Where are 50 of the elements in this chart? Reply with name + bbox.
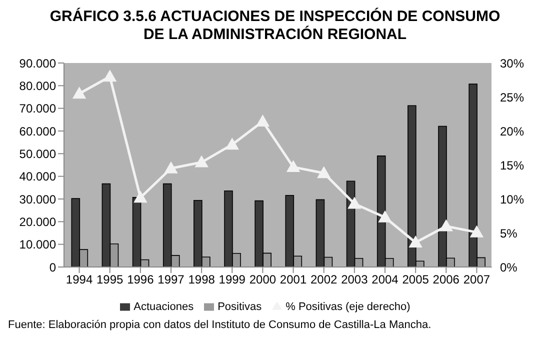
y2-tick-label: 10% — [500, 192, 524, 206]
y-tick-label: 30.000 — [19, 192, 56, 206]
point — [470, 226, 484, 238]
point — [103, 70, 116, 82]
x-tick-label: 1996 — [127, 272, 154, 287]
x-tick-label: 1994 — [66, 272, 93, 287]
y-tick-label: 0 — [49, 260, 56, 274]
y-tick-label: 80.000 — [19, 78, 56, 93]
point — [378, 210, 392, 222]
y-tick-label: 90.000 — [19, 56, 56, 70]
point — [317, 166, 330, 178]
x-tick-label: 2004 — [372, 272, 399, 287]
source-note: Fuente: Elaboración propia con datos del Instituto de Consumo de Castilla-La Mancha. — [8, 319, 432, 331]
x-tick-label: 2006 — [432, 272, 460, 287]
point — [256, 114, 270, 126]
point — [409, 236, 422, 248]
y2-tick-label: 0% — [500, 260, 518, 274]
x-tick-label: 1998 — [188, 272, 216, 287]
x-tick-label: 2007 — [463, 272, 490, 287]
point — [134, 191, 147, 203]
y-tick-label: 50.000 — [19, 146, 56, 161]
legend-label: Positivas — [218, 301, 262, 313]
x-tick-label: 1997 — [158, 272, 185, 287]
legend-label: Actuaciones — [134, 301, 194, 313]
point — [195, 156, 208, 168]
x-tick-label: 2005 — [402, 272, 430, 287]
x-tick-label: 2003 — [341, 272, 368, 287]
point — [164, 162, 178, 174]
point — [72, 87, 86, 99]
y2-tick-label: 30% — [500, 56, 524, 70]
y-tick-label: 70.000 — [19, 102, 56, 116]
x-tick-label: 2001 — [280, 272, 307, 287]
x-tick-label: 1995 — [96, 272, 124, 287]
point — [226, 138, 239, 150]
point — [286, 160, 300, 172]
x-tick-label: 1999 — [218, 272, 246, 287]
y-tick-label: 10.000 — [19, 238, 56, 252]
y-tick-label: 60.000 — [19, 124, 56, 138]
x-tick-label: 2002 — [310, 272, 338, 287]
y2-tick-label: 15% — [500, 158, 524, 172]
y-tick-label: 40.000 — [19, 170, 56, 184]
chart-title: GRÁFICO 3.5.6 ACTUACIONES DE INSPECCIÓN DE CONSUMO DE LA ADMINISTRACIÓN REGIONAL — [48, 8, 502, 45]
y-tick-label: 20.000 — [19, 214, 56, 229]
point — [348, 197, 361, 209]
x-tick-label: 2000 — [249, 272, 276, 287]
y2-tick-label: 25% — [500, 90, 524, 104]
y2-tick-label: 5% — [500, 226, 518, 240]
legend-label: % Positivas (eje derecho) — [286, 301, 410, 313]
point — [440, 220, 453, 232]
y2-tick-label: 20% — [500, 124, 524, 138]
